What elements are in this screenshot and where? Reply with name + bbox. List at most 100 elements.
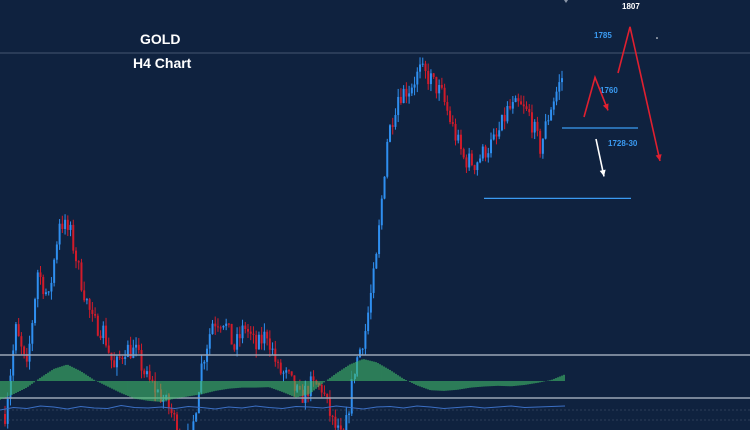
projection-arrowhead-0	[602, 103, 609, 111]
candle-body	[167, 394, 170, 409]
candle-body	[331, 415, 334, 417]
candle-body	[487, 153, 490, 158]
candle-body	[301, 389, 304, 403]
candle-body	[500, 114, 503, 131]
candle-body	[498, 130, 501, 137]
projection-arrow-1	[617, 26, 661, 162]
candle-body	[64, 219, 67, 229]
candle-body	[143, 370, 146, 375]
candle-body	[255, 334, 258, 350]
candle-body	[520, 101, 523, 105]
candle-body	[465, 157, 468, 168]
candle-body	[77, 261, 80, 263]
candle-body	[358, 349, 361, 358]
candle-body	[369, 292, 372, 313]
top-marker	[564, 0, 568, 3]
candle-body	[225, 323, 228, 326]
candle-body	[399, 96, 402, 104]
candle-body	[544, 121, 547, 139]
candle-body	[495, 134, 498, 137]
candle-body	[115, 356, 118, 368]
candle-body	[66, 219, 69, 230]
candle-body	[266, 331, 269, 339]
projection-label-1807: 1807	[622, 2, 640, 11]
candle-body	[547, 120, 550, 122]
candle-body	[421, 63, 424, 65]
candle-body	[550, 109, 553, 121]
candle-body	[517, 98, 520, 102]
candle-body	[536, 121, 539, 131]
candle-body	[522, 104, 525, 107]
candle-body	[440, 84, 443, 88]
candle-body	[287, 370, 290, 372]
candle-body	[506, 105, 509, 122]
candle-body	[31, 323, 34, 344]
candle-body	[132, 347, 135, 358]
candle-body	[252, 333, 255, 335]
candle-body	[257, 334, 260, 350]
candle-body	[44, 292, 47, 295]
candle-body	[470, 153, 473, 166]
candle-body	[83, 290, 86, 301]
candle-body	[309, 376, 312, 397]
candle-body	[514, 98, 517, 103]
candle-body	[492, 134, 495, 140]
candle-body	[211, 323, 214, 335]
candle-body	[61, 223, 64, 229]
candle-body	[561, 78, 563, 83]
candle-body	[159, 389, 162, 402]
candle-body	[558, 82, 561, 92]
candle-body	[337, 425, 340, 428]
candle-body	[462, 149, 465, 158]
candle-body	[326, 393, 329, 398]
candle-body	[443, 87, 446, 103]
candle-body	[383, 176, 386, 199]
candle-body	[12, 350, 15, 376]
candle-body	[372, 268, 375, 293]
candle-body	[375, 254, 378, 269]
candle-body	[238, 334, 241, 339]
candle-body	[405, 88, 408, 97]
candle-body	[476, 162, 479, 171]
candle-body	[4, 414, 6, 424]
candle-body	[388, 125, 391, 142]
candle-body	[509, 105, 512, 109]
candle-body	[279, 362, 282, 374]
candle-body	[53, 259, 56, 283]
candle-body	[151, 379, 154, 381]
candle-body	[378, 225, 381, 255]
candle-body	[55, 244, 58, 260]
candle-body	[394, 115, 397, 127]
candle-body	[484, 146, 487, 158]
candle-body	[419, 64, 422, 72]
candle-body	[72, 224, 75, 251]
candle-body	[137, 344, 140, 351]
candle-body	[416, 71, 419, 85]
candle-body	[126, 344, 129, 357]
candle-body	[230, 323, 233, 345]
candle-body	[121, 357, 124, 359]
candle-body	[454, 123, 457, 141]
candle-body	[356, 357, 359, 374]
candle-body	[424, 63, 427, 72]
candle-body	[334, 416, 337, 428]
candle-body	[170, 408, 173, 414]
candle-body	[23, 346, 26, 355]
candle-body	[203, 361, 206, 364]
candle-body	[197, 392, 200, 414]
candle-body	[25, 354, 28, 362]
candle-body	[530, 112, 533, 133]
candle-body	[511, 102, 514, 109]
candle-body	[148, 371, 151, 380]
candle-body	[380, 198, 383, 226]
candle-body	[479, 158, 482, 163]
candle-body	[490, 139, 493, 154]
candle-body	[154, 380, 157, 393]
candle-body	[277, 361, 280, 363]
candle-body	[102, 325, 105, 339]
candle-body	[113, 360, 116, 368]
candle-body	[323, 392, 326, 394]
candle-body	[296, 385, 299, 391]
